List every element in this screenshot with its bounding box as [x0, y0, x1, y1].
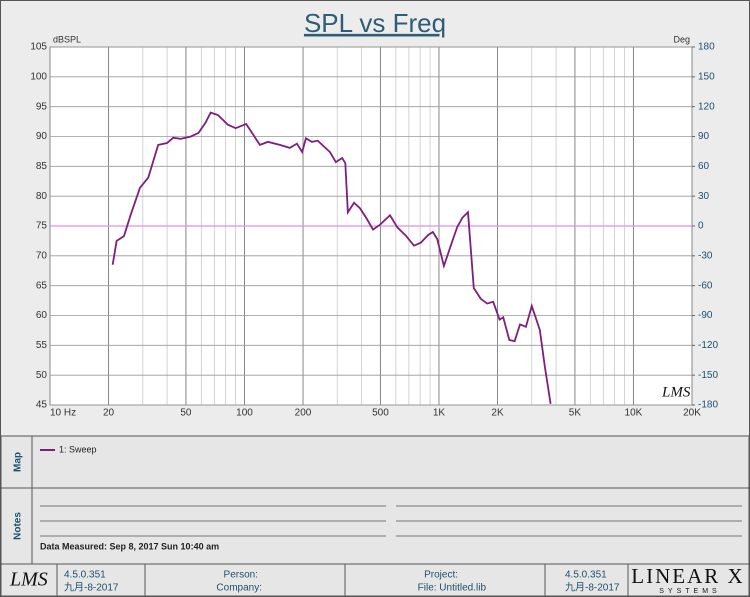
y-tick-label: 100: [30, 71, 47, 82]
x-tick-label: 2K: [491, 408, 504, 419]
y2-tick-label: 150: [698, 71, 715, 82]
y-tick-label: 45: [36, 400, 48, 411]
y2-tick-label: 180: [698, 42, 715, 53]
data-measured: Data Measured: Sep 8, 2017 Sun 10:40 am: [40, 541, 219, 551]
company: Company:: [216, 583, 262, 594]
x-tick-label: 10 Hz: [50, 408, 76, 419]
person: Person:: [224, 570, 258, 581]
version: 4.5.0.351: [64, 570, 106, 581]
y-axis-label: dBSPL: [53, 34, 81, 44]
legend-label: 1: Sweep: [59, 444, 97, 454]
date-right: 九月-8-2017: [565, 582, 620, 594]
file: File: Untitled.lib: [418, 583, 487, 594]
y2-tick-label: 30: [698, 191, 710, 202]
version-right: 4.5.0.351: [565, 570, 607, 581]
y2-tick-label: -150: [698, 370, 718, 381]
y2-tick-label: -90: [698, 310, 713, 321]
lower-panel: [0, 435, 750, 597]
y-tick-label: 75: [36, 221, 48, 232]
y-tick-label: 105: [30, 42, 47, 53]
project: Project:: [424, 570, 458, 581]
series-line: [111, 111, 552, 404]
y2-tick-label: -30: [698, 250, 713, 261]
x-tick-label: 20: [103, 408, 115, 419]
y2-tick-label: -120: [698, 340, 718, 351]
y-tick-label: 90: [36, 131, 48, 142]
note-lines: [40, 505, 742, 537]
x-tick-label: 200: [295, 408, 312, 419]
x-tick-label: 20K: [683, 408, 701, 419]
y-tick-label: 95: [36, 101, 48, 112]
date: 九月-8-2017: [64, 582, 119, 594]
y-tick-label: 80: [36, 191, 48, 202]
y-tick-label: 85: [36, 161, 48, 172]
x-tick-label: 100: [236, 408, 253, 419]
y-tick-label: 55: [36, 340, 48, 351]
x-tick-label: 500: [372, 408, 389, 419]
y2-tick-label: 90: [698, 131, 710, 142]
footer-logo: LMS: [9, 569, 48, 591]
brand: LINEAR X: [631, 564, 744, 588]
y-tick-label: 60: [36, 310, 48, 321]
y2-tick-label: 60: [698, 161, 710, 172]
watermark: LMS: [661, 384, 691, 400]
notes-label: Notes: [13, 512, 24, 540]
y2-tick-label: -60: [698, 280, 713, 291]
brand-sub: SYSTEMS: [659, 588, 720, 595]
chart-title: SPL vs Freq: [304, 8, 446, 38]
x-tick-label: 5K: [569, 408, 582, 419]
x-tick-label: 50: [180, 408, 192, 419]
y-tick-label: 50: [36, 370, 48, 381]
x-tick-label: 10K: [625, 408, 643, 419]
y2-axis-label: Deg: [673, 34, 690, 44]
footer-boxes: [56, 564, 629, 596]
y2-tick-label: 120: [698, 101, 715, 112]
y2-tick-label: 0: [698, 221, 704, 232]
map-label: Map: [13, 452, 24, 472]
y2-tick-label: -180: [698, 400, 718, 411]
y-tick-label: 65: [36, 280, 48, 291]
x-tick-label: 1K: [433, 408, 446, 419]
y-tick-label: 70: [36, 250, 48, 261]
